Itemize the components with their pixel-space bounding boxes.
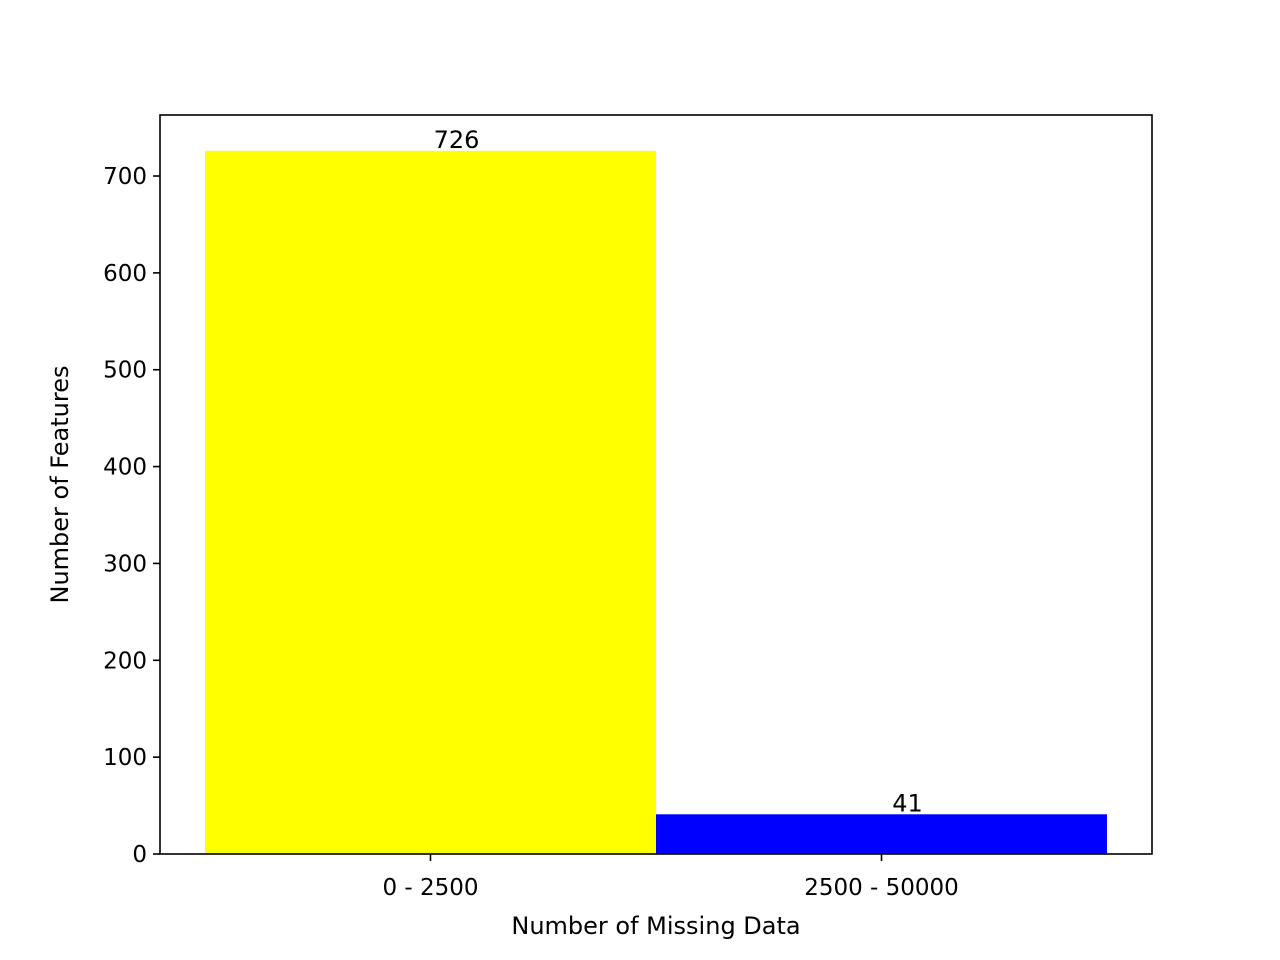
y-tick-label: 300 xyxy=(103,551,147,577)
data-labels-group: 726 41 xyxy=(434,126,923,817)
x-axis-ticks: 0 - 2500 2500 - 50000 xyxy=(382,854,959,901)
y-axis-label: Number of Features xyxy=(46,366,74,604)
bar-value-label: 41 xyxy=(892,789,923,817)
x-axis-label: Number of Missing Data xyxy=(511,912,800,940)
y-axis-ticks: 0 100 200 300 400 500 600 700 xyxy=(103,164,160,868)
x-tick-label: 2500 - 50000 xyxy=(804,875,959,901)
y-tick-label: 500 xyxy=(103,358,147,384)
y-tick-label: 200 xyxy=(103,648,147,674)
bar-0 xyxy=(205,150,656,854)
bars-group xyxy=(205,150,1107,854)
bar-1 xyxy=(656,814,1107,854)
y-tick-label: 0 xyxy=(132,842,147,868)
x-tick-label: 0 - 2500 xyxy=(382,875,478,901)
y-tick-label: 600 xyxy=(103,261,147,287)
bar-value-label: 726 xyxy=(434,126,480,154)
y-tick-label: 100 xyxy=(103,745,147,771)
plot-area-frame xyxy=(159,114,1153,855)
y-tick-label: 700 xyxy=(103,164,147,190)
y-tick-label: 400 xyxy=(103,455,147,481)
